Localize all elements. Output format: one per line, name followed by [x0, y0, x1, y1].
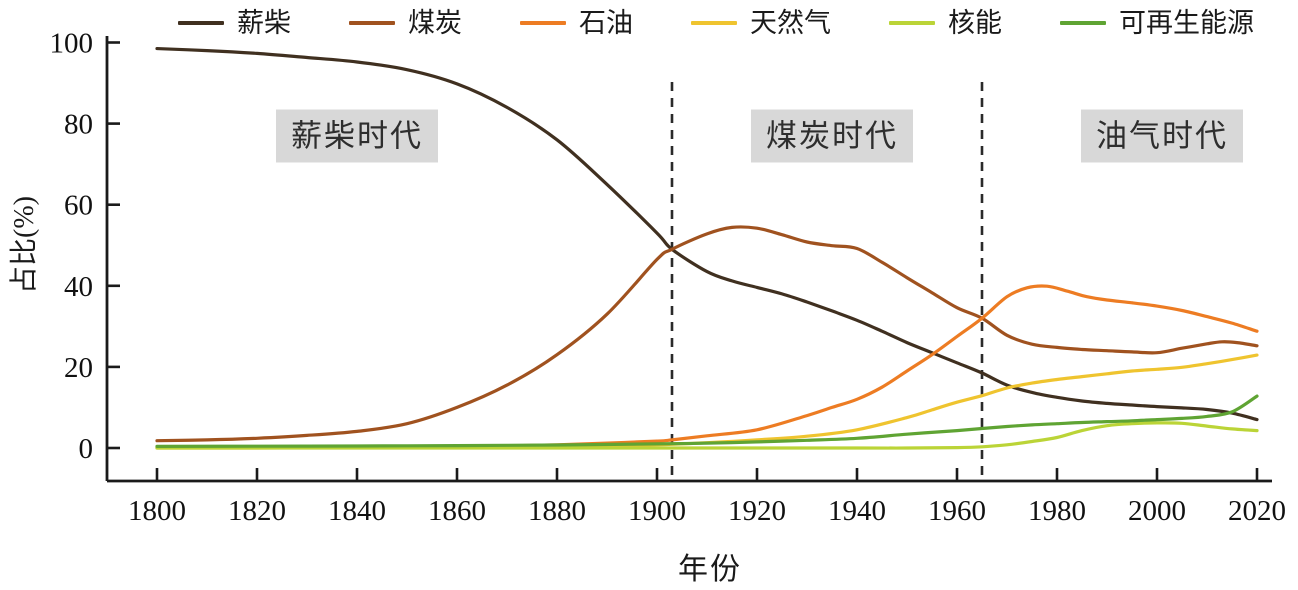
legend-item: 可再生能源: [1060, 7, 1254, 38]
legend-item: 核能: [889, 7, 1002, 38]
legend-item: 煤炭: [349, 7, 462, 38]
legend-swatch-icon: [691, 21, 737, 25]
x-tick-label: 2000: [1128, 495, 1186, 527]
era-label: 油气时代: [1081, 109, 1243, 163]
series-line-煤炭: [155, 225, 1259, 443]
x-tick-label: 1860: [428, 495, 486, 527]
legend-swatch-icon: [178, 21, 224, 25]
x-tick-label: 1960: [928, 495, 986, 527]
era-label: 薪柴时代: [276, 109, 438, 163]
legend: 薪柴 煤炭 石油 天然气 核能 可再生能源: [0, 6, 1298, 40]
x-tick-label: 1920: [728, 495, 786, 527]
y-tick-label: 40: [64, 271, 93, 303]
y-tick-label: 0: [79, 433, 94, 465]
legend-swatch-icon: [520, 21, 566, 25]
legend-item: 薪柴: [178, 7, 291, 38]
legend-label: 石油: [579, 7, 633, 38]
series-line-薪柴: [155, 46, 1259, 422]
x-tick-label: 1840: [328, 495, 386, 527]
legend-label: 核能: [948, 7, 1002, 38]
y-tick-label: 100: [50, 28, 94, 60]
x-tick-label: 1900: [628, 495, 686, 527]
y-axis-title: 占比(%): [9, 196, 40, 294]
x-tick-label: 2020: [1228, 495, 1286, 527]
x-tick-label: 1880: [528, 495, 586, 527]
x-axis-title: 年份: [678, 553, 742, 586]
legend-item: 天然气: [691, 7, 831, 38]
x-tick-label: 1820: [228, 495, 286, 527]
legend-item: 石油: [520, 7, 633, 38]
legend-swatch-icon: [889, 21, 935, 25]
series-line-可再生能源: [155, 394, 1259, 448]
legend-label: 煤炭: [408, 7, 462, 38]
legend-swatch-icon: [349, 21, 395, 25]
legend-label: 薪柴: [237, 7, 291, 38]
legend-label: 可再生能源: [1119, 7, 1254, 38]
legend-swatch-icon: [1060, 21, 1106, 25]
era-label: 煤炭时代: [751, 109, 913, 163]
legend-label: 天然气: [750, 7, 831, 38]
y-tick-label: 80: [64, 109, 93, 141]
x-tick-label: 1980: [1028, 495, 1086, 527]
y-tick-label: 20: [64, 352, 93, 384]
x-tick-label: 1940: [828, 495, 886, 527]
y-tick-label: 60: [64, 190, 93, 222]
x-tick-label: 1800: [128, 495, 186, 527]
series-line-核能: [155, 421, 1259, 450]
